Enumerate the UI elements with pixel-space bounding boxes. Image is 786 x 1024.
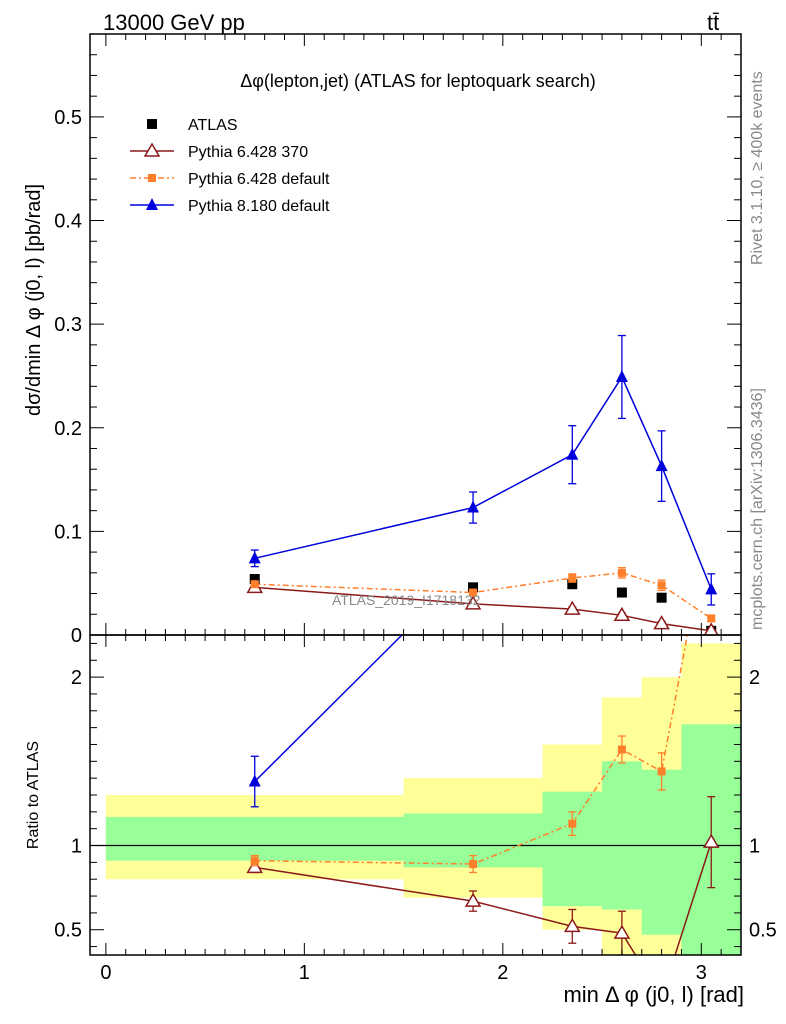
uncertainty-band-green [641, 769, 682, 935]
main-pythia-6-428-default-point [657, 581, 666, 590]
y-tick-label: 2 [71, 667, 82, 689]
process-label: tt̄ [707, 10, 719, 35]
ratio-pythia-6-428-default-point [250, 856, 259, 865]
x-tick-label: 2 [497, 962, 508, 984]
legend-pythia-6-428-370-label: Pythia 6.428 370 [188, 144, 308, 161]
main-pythia-6-428-default-point [568, 574, 577, 583]
legend-pythia-6-428-default-marker [148, 174, 156, 182]
y-tick-label: 1 [71, 836, 82, 858]
x-tick-label: 0 [100, 962, 111, 984]
legend-atlas-label: ATLAS [188, 117, 238, 134]
legend-atlas-marker [147, 119, 157, 129]
y-tick-label-right: 0.5 [749, 920, 777, 942]
main-pythia-6-428-370-point [613, 606, 631, 622]
main-pythia-6-428-default-line [254, 572, 712, 620]
uncertainty-band-green [542, 791, 603, 907]
main-atlas-point [616, 587, 627, 598]
main-pythia-6-428-default-point [707, 614, 716, 623]
x-tick-label: 3 [696, 962, 707, 984]
energy-label: 13000 GeV pp [103, 10, 245, 35]
main-pythia-8-180-default-point [566, 447, 579, 460]
ratio-ylabel: Ratio to ATLAS [25, 741, 42, 849]
ratio-pythia-6-428-default-point [657, 767, 666, 776]
main-atlas-point [468, 582, 479, 593]
main-pythia-8-180-default-point [705, 582, 718, 595]
legend-pythia-8-180-default-label: Pythia 8.180 default [188, 198, 330, 215]
y-tick-label-right: 2 [749, 667, 760, 689]
y-tick-label: 0.3 [54, 314, 82, 336]
uncertainty-band-green [602, 761, 642, 910]
main-pythia-8-180-default-point [248, 551, 261, 564]
y-tick-label: 0 [71, 625, 82, 647]
ratio-pythia-6-428-370-point [563, 917, 581, 933]
y-tick-label: 0.4 [54, 211, 82, 233]
main-panel: Δφ(lepton,jet) (ATLAS for leptoquark sea… [23, 33, 742, 647]
legend-pythia-6-428-default-label: Pythia 6.428 default [188, 171, 330, 188]
main-ylabel: dσ/dmin Δ φ (j0, l) [pb/rad] [23, 184, 45, 416]
main-pythia-6-428-default-point [469, 588, 478, 597]
main-pythia-6-428-370-line [254, 586, 712, 632]
main-atlas-point [656, 592, 667, 603]
ratio-pythia-6-428-370-point [702, 833, 720, 848]
ratio-panel: Ratio to ATLAS min Δ φ (j0, l) [rad] 0.5… [25, 505, 777, 1007]
ratio-pythia-8-180-default-line [254, 635, 404, 783]
ratio-pythia-6-428-370-line [254, 841, 712, 955]
main-pythia-8-180-default-point [655, 459, 668, 472]
main-pythia-6-428-default-point [617, 568, 626, 577]
ratio-pythia-6-428-default-line [254, 635, 689, 865]
ratio-pythia-8-180-default-point [467, 557, 479, 569]
main-pythia-6-428-370-point [653, 615, 670, 630]
watermark: ATLAS_2019_I1718132 [332, 592, 481, 608]
main-pythia-8-180-default-line [254, 375, 712, 590]
legend: ATLAS Pythia 6.428 370 Pythia 6.428 defaul… [130, 117, 330, 215]
main-pythia-8-180-default-point [615, 369, 628, 382]
y-tick-label-right: 1 [749, 836, 760, 858]
ratio-pythia-6-428-370-point [464, 892, 482, 907]
y-tick-label: 0.5 [54, 107, 82, 129]
ratio-pythia-6-428-default-point [469, 860, 478, 869]
mcplots-label: mcplots.cern.ch [arXiv:1306.3436] [749, 388, 766, 630]
main-title: Δφ(lepton,jet) (ATLAS for leptoquark sea… [240, 71, 596, 91]
rivet-label: Rivet 3.1.10, ≥ 400k events [749, 71, 766, 265]
ratio-pythia-8-180-default-point [248, 774, 261, 787]
ratio-pythia-6-428-370-point [613, 924, 631, 939]
ratio-pythia-6-428-370-point [246, 858, 264, 874]
main-pythia-6-428-370-point [464, 595, 482, 610]
main-pythia-6-428-370-point [563, 600, 581, 615]
y-tick-label: 0.1 [54, 521, 82, 543]
main-pythia-6-428-370-point [703, 622, 719, 635]
ratio-pythia-6-428-default-point [707, 505, 715, 513]
ratio-pythia-6-428-default-point [617, 745, 626, 754]
main-pythia-6-428-default-point [250, 580, 259, 589]
main-atlas-point [567, 579, 578, 590]
x-tick-label: 1 [299, 962, 310, 984]
ratio-pythia-6-428-default-point [568, 819, 577, 828]
uncertainty-band-green [105, 816, 404, 861]
main-pythia-8-180-default-point [467, 500, 480, 513]
y-tick-label: 0.5 [54, 920, 82, 942]
legend-pythia-8-180-default-marker [146, 198, 158, 210]
legend-pythia-6-428-370-marker [143, 142, 161, 157]
x-axis-label: min Δ φ (j0, l) [rad] [563, 982, 744, 1007]
y-tick-label: 0.2 [54, 418, 82, 440]
